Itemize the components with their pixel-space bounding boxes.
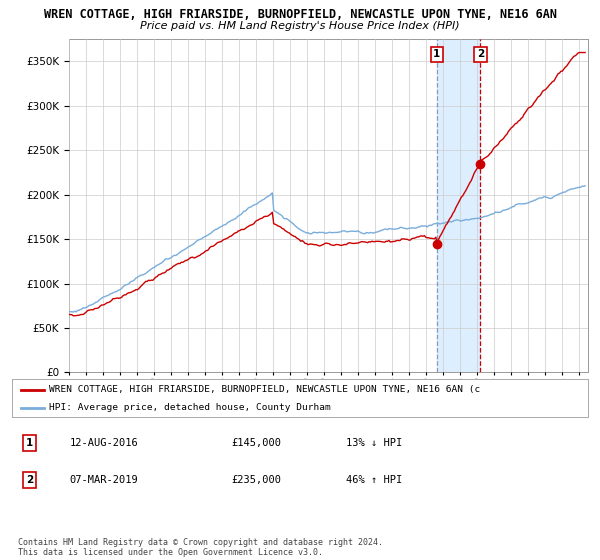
Text: HPI: Average price, detached house, County Durham: HPI: Average price, detached house, Coun… xyxy=(49,403,331,412)
Text: 12-AUG-2016: 12-AUG-2016 xyxy=(70,438,139,448)
Bar xyxy=(437,39,481,372)
Text: Price paid vs. HM Land Registry's House Price Index (HPI): Price paid vs. HM Land Registry's House … xyxy=(140,21,460,31)
Text: 07-MAR-2019: 07-MAR-2019 xyxy=(70,475,139,484)
Text: 46% ↑ HPI: 46% ↑ HPI xyxy=(346,475,403,484)
Text: 13% ↓ HPI: 13% ↓ HPI xyxy=(346,438,403,448)
Text: WREN COTTAGE, HIGH FRIARSIDE, BURNOPFIELD, NEWCASTLE UPON TYNE, NE16 6AN: WREN COTTAGE, HIGH FRIARSIDE, BURNOPFIEL… xyxy=(44,8,557,21)
Text: £145,000: £145,000 xyxy=(231,438,281,448)
Text: 1: 1 xyxy=(433,49,440,59)
Text: WREN COTTAGE, HIGH FRIARSIDE, BURNOPFIELD, NEWCASTLE UPON TYNE, NE16 6AN (c: WREN COTTAGE, HIGH FRIARSIDE, BURNOPFIEL… xyxy=(49,385,481,394)
Text: 1: 1 xyxy=(26,438,33,448)
Text: Contains HM Land Registry data © Crown copyright and database right 2024.
This d: Contains HM Land Registry data © Crown c… xyxy=(18,538,383,557)
Text: £235,000: £235,000 xyxy=(231,475,281,484)
Text: 2: 2 xyxy=(477,49,484,59)
Text: 2: 2 xyxy=(26,475,33,484)
